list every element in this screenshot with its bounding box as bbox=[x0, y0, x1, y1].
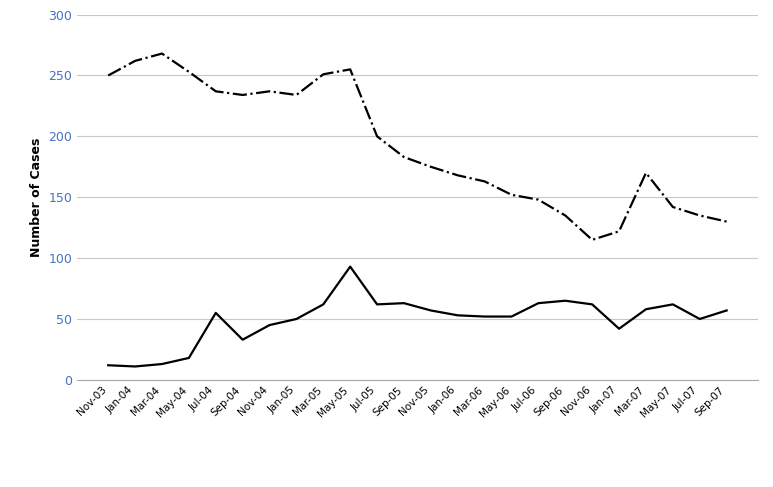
Y-axis label: Number of Cases: Number of Cases bbox=[30, 137, 43, 257]
